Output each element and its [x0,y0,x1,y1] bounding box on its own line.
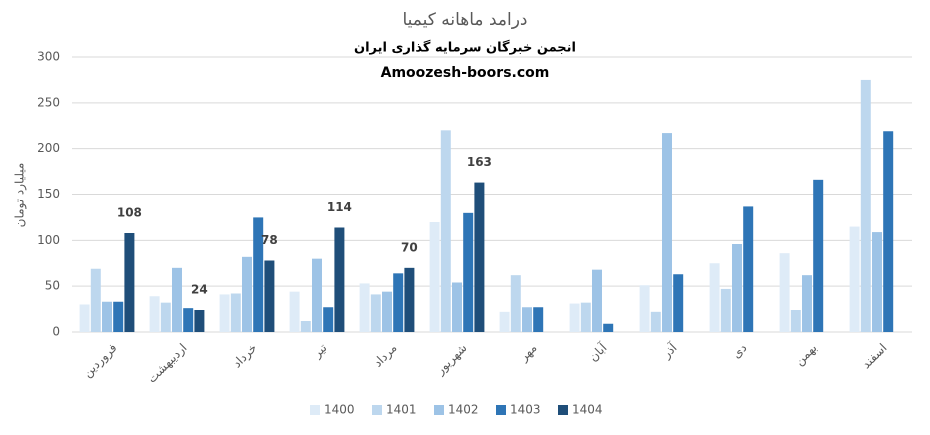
x-tick-label: دی [729,341,749,361]
x-tick-label: بهمن [792,341,820,369]
legend-label: 1404 [572,403,603,417]
bar [474,182,485,332]
bar [230,293,241,332]
x-tick-label: مرداد [371,341,401,371]
bar [673,274,684,332]
chart-subtitle: انجمن خبرگان سرمایه گذاری ایران [354,40,576,56]
x-tick-label: اسفند [859,341,890,372]
bar [452,282,462,332]
bar [743,206,754,332]
chart-title: درامد ماهانه کیمیا [403,10,528,30]
bar [300,321,311,332]
legend-swatch [496,405,506,415]
x-tick-label: آبان [585,340,610,365]
y-tick-label: 0 [52,325,60,339]
bar [219,294,230,332]
data-label: 108 [117,206,142,220]
bar [790,310,801,332]
bar [813,179,824,332]
legend-swatch [372,405,382,415]
bar [533,307,544,332]
bar [732,244,742,332]
bar [370,294,381,332]
legend-label: 1403 [510,403,541,417]
bar [662,133,672,332]
bar [382,291,392,332]
bar [404,267,415,332]
bar [183,308,194,332]
bar [334,227,345,332]
legend-swatch [558,405,568,415]
bar [113,301,124,332]
bar [429,222,440,332]
bar [720,288,731,332]
bar [603,323,614,332]
bar [709,263,720,332]
legend-swatch [434,405,444,415]
bar [860,79,871,333]
bar [253,217,264,332]
bar [463,212,474,332]
x-tick-label: فروردین [80,341,120,381]
bar [650,311,661,332]
bar [569,303,580,332]
y-tick-label: 300 [37,50,60,64]
y-tick-label: 50 [45,279,60,293]
bar [580,302,591,332]
bar [323,307,334,332]
y-tick-label: 150 [37,187,60,201]
bar [802,275,812,332]
x-tick-label: شهریور [432,341,470,379]
legend-label: 1400 [324,403,355,417]
bar [160,302,171,332]
bar [522,307,532,332]
bar [194,310,205,332]
x-tick-label: تیر [309,341,330,362]
bar [242,256,252,332]
data-label: 70 [401,240,418,254]
data-label: 78 [261,233,278,247]
bar [289,291,300,332]
y-tick-label: 250 [37,95,60,109]
x-tick-label: مهر [516,341,540,365]
y-tick-label: 200 [37,141,60,155]
bar [124,233,135,332]
bar [102,301,112,332]
x-tick-label: اردیبهشت [145,341,191,387]
bar [849,226,860,332]
x-tick-label: خرداد [230,341,260,371]
data-label: 114 [327,200,352,214]
bar [510,275,521,332]
bar [149,296,160,332]
x-tick-label: آذر [658,340,681,363]
bar [90,268,101,332]
bar [883,131,894,332]
bar [172,267,182,332]
legend-label: 1402 [448,403,479,417]
bar [264,260,275,332]
bar [359,283,370,332]
legend-label: 1401 [386,403,417,417]
data-label: 163 [467,155,492,169]
data-label: 24 [191,283,208,297]
bar [779,253,790,332]
bar [312,258,322,332]
chart-subtitle: Amoozesh-boors.com [381,65,550,81]
bar [79,304,90,332]
y-axis-label: میلیارد تومان [13,163,28,228]
bar [393,273,404,332]
bar [592,269,602,332]
bar [499,311,510,332]
y-tick-label: 100 [37,233,60,247]
bar [639,285,650,332]
bar [872,232,882,332]
legend-swatch [310,405,320,415]
bar [440,130,451,332]
